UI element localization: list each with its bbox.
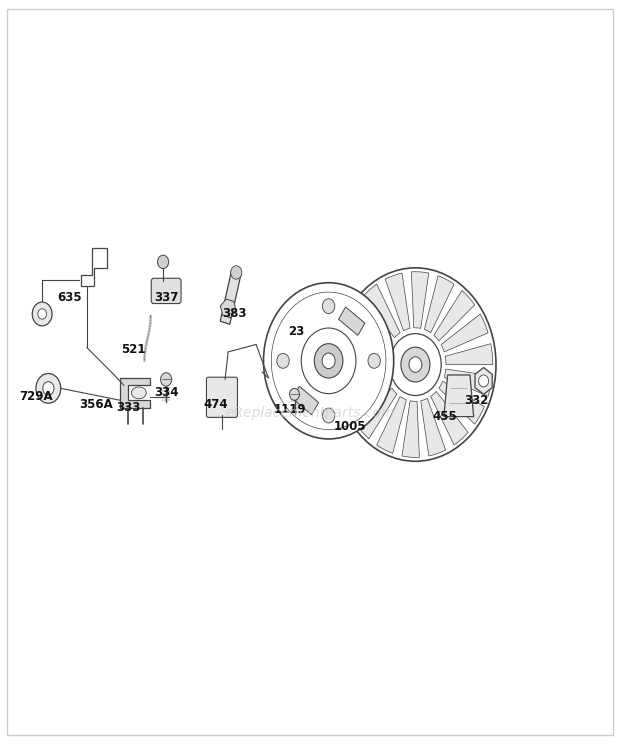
Circle shape bbox=[290, 388, 299, 400]
Text: 455: 455 bbox=[433, 410, 458, 423]
Polygon shape bbox=[343, 377, 390, 415]
Polygon shape bbox=[439, 381, 484, 424]
Text: 474: 474 bbox=[203, 398, 228, 411]
Text: 23: 23 bbox=[288, 324, 304, 338]
Circle shape bbox=[479, 375, 489, 387]
FancyBboxPatch shape bbox=[151, 278, 181, 304]
Polygon shape bbox=[347, 305, 392, 348]
Text: 337: 337 bbox=[154, 291, 179, 304]
Text: 332: 332 bbox=[464, 394, 489, 407]
Polygon shape bbox=[441, 314, 488, 352]
Text: 383: 383 bbox=[222, 307, 247, 321]
Circle shape bbox=[231, 266, 242, 279]
Polygon shape bbox=[221, 299, 236, 318]
Polygon shape bbox=[356, 388, 397, 439]
Text: 521: 521 bbox=[121, 343, 146, 356]
Circle shape bbox=[322, 408, 335, 423]
Polygon shape bbox=[338, 365, 386, 385]
FancyBboxPatch shape bbox=[206, 377, 237, 417]
Circle shape bbox=[322, 353, 335, 369]
Circle shape bbox=[322, 299, 335, 314]
Polygon shape bbox=[402, 401, 420, 458]
Polygon shape bbox=[339, 307, 365, 336]
Polygon shape bbox=[385, 273, 410, 331]
Text: eReplacementParts.com: eReplacementParts.com bbox=[225, 406, 395, 420]
Circle shape bbox=[38, 309, 46, 319]
Polygon shape bbox=[377, 397, 407, 453]
Polygon shape bbox=[411, 272, 429, 328]
Circle shape bbox=[43, 382, 54, 395]
Polygon shape bbox=[444, 369, 492, 397]
Circle shape bbox=[272, 292, 386, 429]
Text: 729A: 729A bbox=[19, 390, 53, 403]
Circle shape bbox=[36, 373, 61, 403]
Circle shape bbox=[157, 255, 169, 269]
Polygon shape bbox=[475, 368, 492, 394]
Text: 635: 635 bbox=[57, 291, 82, 304]
Circle shape bbox=[277, 353, 289, 368]
Circle shape bbox=[264, 283, 394, 439]
Text: 356A: 356A bbox=[79, 398, 113, 411]
Polygon shape bbox=[292, 386, 319, 414]
Polygon shape bbox=[81, 248, 107, 286]
Ellipse shape bbox=[448, 373, 470, 380]
Circle shape bbox=[314, 344, 343, 378]
Text: 1119: 1119 bbox=[274, 403, 306, 416]
Circle shape bbox=[301, 328, 356, 394]
Polygon shape bbox=[339, 333, 387, 360]
Circle shape bbox=[368, 353, 381, 368]
Polygon shape bbox=[444, 375, 474, 417]
Polygon shape bbox=[424, 276, 454, 333]
Polygon shape bbox=[431, 391, 468, 445]
Polygon shape bbox=[220, 271, 241, 324]
Polygon shape bbox=[445, 344, 493, 365]
Text: 334: 334 bbox=[154, 386, 179, 400]
Circle shape bbox=[32, 302, 52, 326]
Text: 1005: 1005 bbox=[334, 420, 366, 433]
Circle shape bbox=[389, 333, 441, 396]
Polygon shape bbox=[421, 398, 446, 456]
Ellipse shape bbox=[131, 387, 146, 399]
Polygon shape bbox=[434, 290, 475, 341]
Text: 333: 333 bbox=[116, 401, 141, 414]
Circle shape bbox=[409, 357, 422, 372]
Circle shape bbox=[335, 268, 496, 461]
Circle shape bbox=[401, 347, 430, 382]
Polygon shape bbox=[363, 284, 400, 338]
Polygon shape bbox=[120, 378, 150, 408]
Circle shape bbox=[161, 373, 172, 386]
